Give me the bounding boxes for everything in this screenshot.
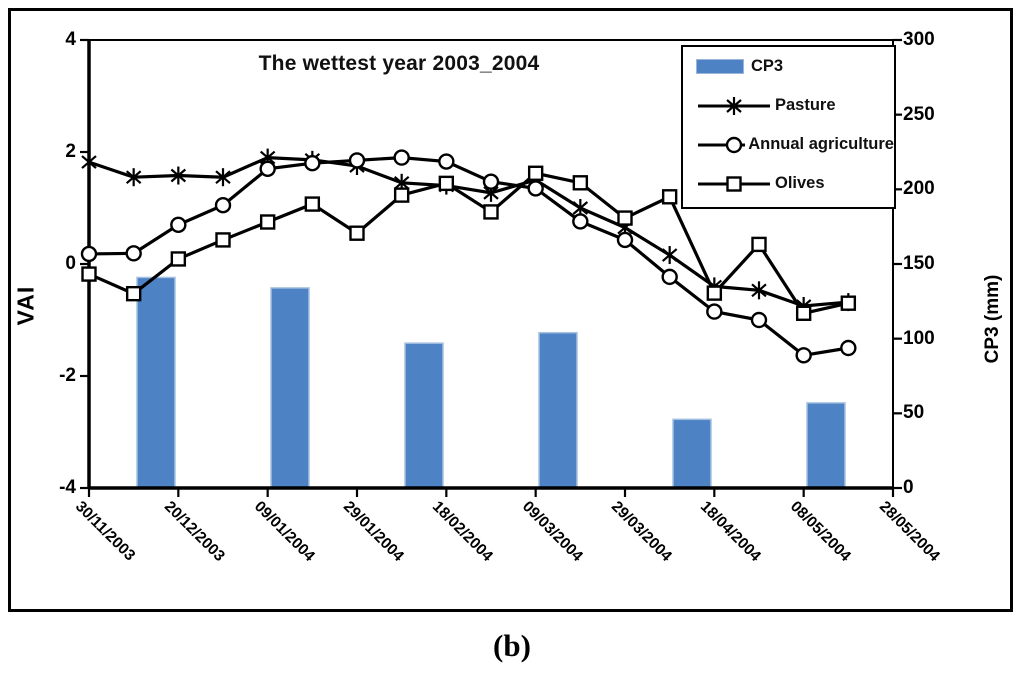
- bar-cp3: [806, 402, 846, 489]
- circle-marker: [80, 245, 98, 263]
- circle-marker: [348, 152, 366, 169]
- circle-marker: [438, 153, 455, 170]
- asterisk-marker: [215, 170, 231, 185]
- square-marker: [81, 266, 97, 282]
- square-marker: [393, 187, 410, 203]
- circle-marker: [795, 347, 812, 364]
- legend-item-pasture: Pasture: [683, 86, 894, 125]
- circle-marker: [125, 245, 142, 262]
- circle-marker: [170, 216, 187, 234]
- square-marker: [125, 285, 142, 302]
- square-marker: [215, 232, 231, 248]
- asterisk-marker: [483, 186, 499, 200]
- circle-marker: [482, 173, 500, 190]
- bar-cp3: [136, 276, 176, 489]
- right-tick-label: 200: [903, 178, 935, 200]
- circle-marker: [214, 196, 232, 214]
- plot-area: [80, 38, 902, 497]
- asterisk-marker: [81, 155, 97, 169]
- legend-label: CP3: [751, 57, 784, 75]
- bar-cp3: [538, 331, 578, 489]
- bar-cp3: [270, 287, 310, 489]
- square-marker: [751, 236, 767, 253]
- circle-marker: [527, 180, 544, 197]
- asterisk-marker: [661, 248, 678, 262]
- square-marker: [304, 196, 321, 212]
- circle-marker: [393, 149, 410, 166]
- right-tick-label: 100: [903, 327, 935, 349]
- left-tick-label: 0: [65, 253, 76, 274]
- square-marker: [795, 305, 812, 321]
- square-marker: [706, 285, 723, 301]
- right-tick-label: 300: [903, 29, 935, 50]
- y-axis-label-left: VAI: [12, 285, 39, 326]
- asterisk-marker: [572, 201, 589, 215]
- right-tick-label: 150: [903, 253, 935, 274]
- asterisk-marker: [393, 175, 410, 190]
- asterisk-marker: [170, 168, 187, 183]
- circle-marker: [750, 311, 768, 329]
- legend-item-cp3: CP3: [683, 47, 894, 86]
- square-marker: [438, 175, 455, 192]
- circle-marker: [304, 154, 321, 172]
- asterisk-marker-icon: [698, 96, 770, 115]
- legend-item-olives: Olives: [683, 164, 894, 203]
- circle-marker: [706, 303, 723, 320]
- legend-label: Pasture: [775, 96, 836, 114]
- circle-marker-icon: [698, 136, 746, 153]
- legend: CP3 Pasture Annual agriculture: [681, 45, 896, 209]
- legend-label: Annual agriculture: [748, 135, 894, 153]
- bar-cp3: [672, 418, 712, 489]
- right-tick-label: 0: [903, 477, 914, 498]
- left-tick-label: 2: [65, 141, 76, 162]
- circle-marker: [661, 268, 678, 286]
- chart-title: The wettest year 2003_2004: [258, 52, 540, 75]
- square-marker: [483, 204, 499, 220]
- y-axis-label-right: CP3 (mm): [982, 274, 1003, 364]
- asterisk-marker: [259, 150, 276, 165]
- bar-swatch-icon: [696, 59, 744, 74]
- square-marker: [527, 165, 544, 181]
- figure-caption: (b): [493, 628, 531, 663]
- legend-label: Olives: [775, 174, 825, 192]
- right-tick-label: 50: [903, 402, 925, 424]
- square-marker: [572, 175, 589, 191]
- circle-marker: [616, 231, 634, 249]
- plot-svg: [80, 38, 902, 497]
- square-marker: [840, 295, 857, 311]
- legend-item-annual-agriculture: Annual agriculture: [683, 125, 894, 164]
- left-tick-label: -4: [59, 477, 76, 498]
- square-marker: [617, 210, 633, 226]
- square-marker: [259, 214, 276, 230]
- circle-marker: [259, 160, 276, 178]
- left-tick-label: -2: [59, 365, 76, 386]
- asterisk-marker: [751, 283, 767, 298]
- square-marker: [170, 251, 187, 267]
- right-tick-label: 250: [903, 103, 935, 125]
- square-marker: [661, 189, 678, 205]
- square-marker: [349, 225, 365, 241]
- bar-cp3: [404, 342, 444, 489]
- left-tick-label: 4: [65, 29, 76, 50]
- square-marker-icon: [698, 175, 770, 192]
- circle-marker: [572, 213, 589, 230]
- circle-marker: [840, 339, 857, 357]
- asterisk-marker: [125, 170, 142, 185]
